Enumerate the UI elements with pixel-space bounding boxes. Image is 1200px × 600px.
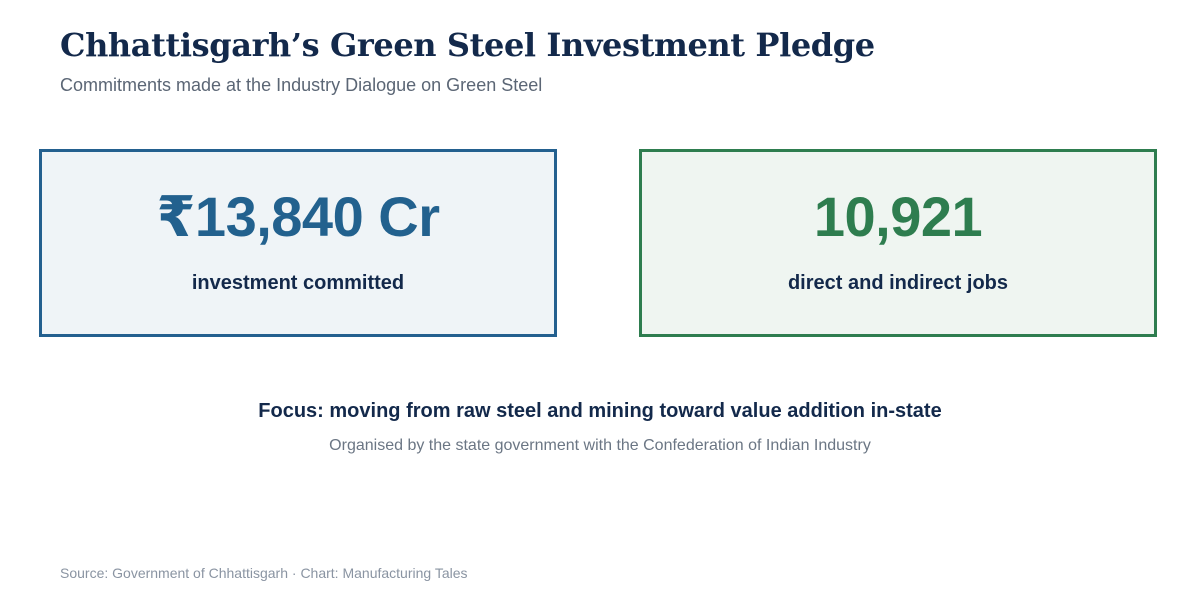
organiser-note: Organised by the state government with t…: [329, 437, 871, 454]
source-note: Source: Government of Chhattisgarh · Cha…: [60, 565, 468, 581]
investment-label: investment committed: [191, 272, 405, 294]
investment-value: ₹13,840 Cr: [156, 185, 440, 248]
jobs-label: direct and indirect jobs: [787, 272, 1009, 294]
jobs-value: 10,921: [813, 185, 983, 248]
investment-card: ₹13,840 Cr investment committed: [39, 149, 557, 337]
page-title: Chhattisgarh’s Green Steel Investment Pl…: [60, 26, 875, 64]
page-subtitle: Commitments made at the Industry Dialogu…: [60, 75, 543, 95]
focus-statement: Focus: moving from raw steel and mining …: [258, 400, 942, 422]
jobs-card: 10,921 direct and indirect jobs: [639, 149, 1157, 337]
